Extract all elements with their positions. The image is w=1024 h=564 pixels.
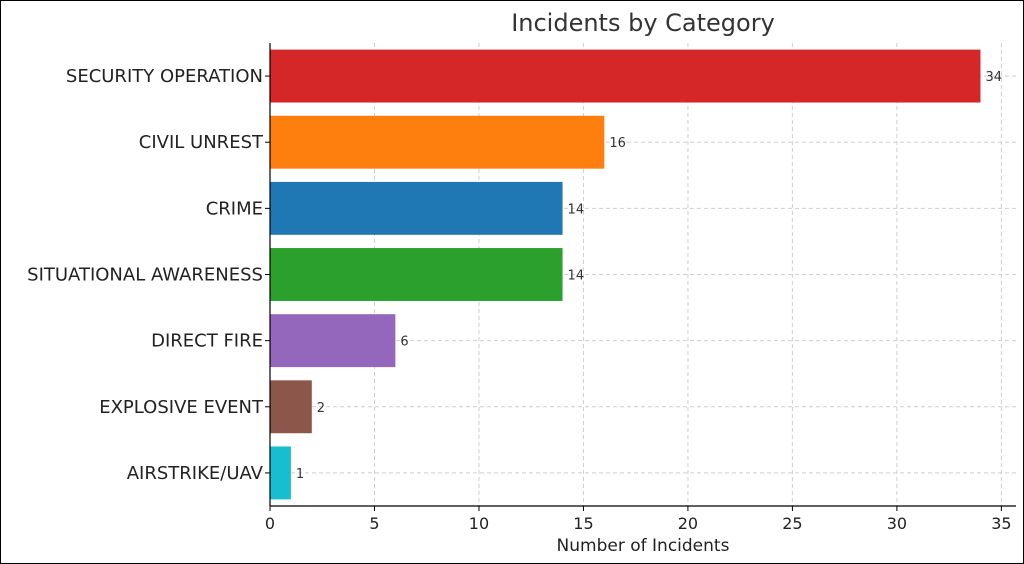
bar (270, 314, 396, 368)
category-labels: SECURITY OPERATION CIVIL UNREST CRIME SITUA… (27, 66, 270, 484)
bar-value-label: 1 (296, 467, 304, 482)
bar (270, 380, 312, 434)
bar (270, 446, 291, 500)
x-axis-ticks: 0 5 10 15 20 25 30 35 (265, 506, 1012, 533)
category-label: DIRECT FIRE (151, 331, 263, 352)
x-tick-label: 35 (991, 514, 1011, 533)
bar-value-label: 34 (985, 70, 1002, 85)
category-label: SECURITY OPERATION (66, 66, 263, 87)
x-tick-label: 10 (469, 514, 489, 533)
bar-value-label: 14 (568, 269, 585, 284)
x-tick-label: 5 (369, 514, 379, 533)
bar-value-label: 2 (317, 401, 325, 416)
chart-title: Incidents by Category (511, 9, 775, 37)
x-tick-label: 0 (265, 514, 275, 533)
bar-value-label: 14 (568, 202, 585, 217)
category-label: SITUATIONAL AWARENESS (27, 265, 263, 286)
bar (270, 115, 605, 169)
category-label: CRIME (206, 198, 263, 219)
bar (270, 49, 981, 103)
data-labels: 34 16 14 14 6 2 1 (296, 70, 1002, 482)
category-label: CIVIL UNREST (139, 132, 264, 153)
bars (270, 49, 981, 500)
bar (270, 181, 563, 235)
bar (270, 248, 563, 301)
x-tick-label: 20 (678, 514, 698, 533)
x-tick-label: 25 (782, 514, 802, 533)
bar-value-label: 6 (400, 335, 408, 350)
category-label: EXPLOSIVE EVENT (99, 397, 264, 418)
category-label: AIRSTRIKE/UAV (127, 463, 264, 484)
x-tick-label: 15 (573, 514, 593, 533)
x-axis-label: Number of Incidents (557, 536, 730, 556)
bar-value-label: 16 (609, 136, 626, 151)
x-tick-label: 30 (887, 514, 907, 533)
